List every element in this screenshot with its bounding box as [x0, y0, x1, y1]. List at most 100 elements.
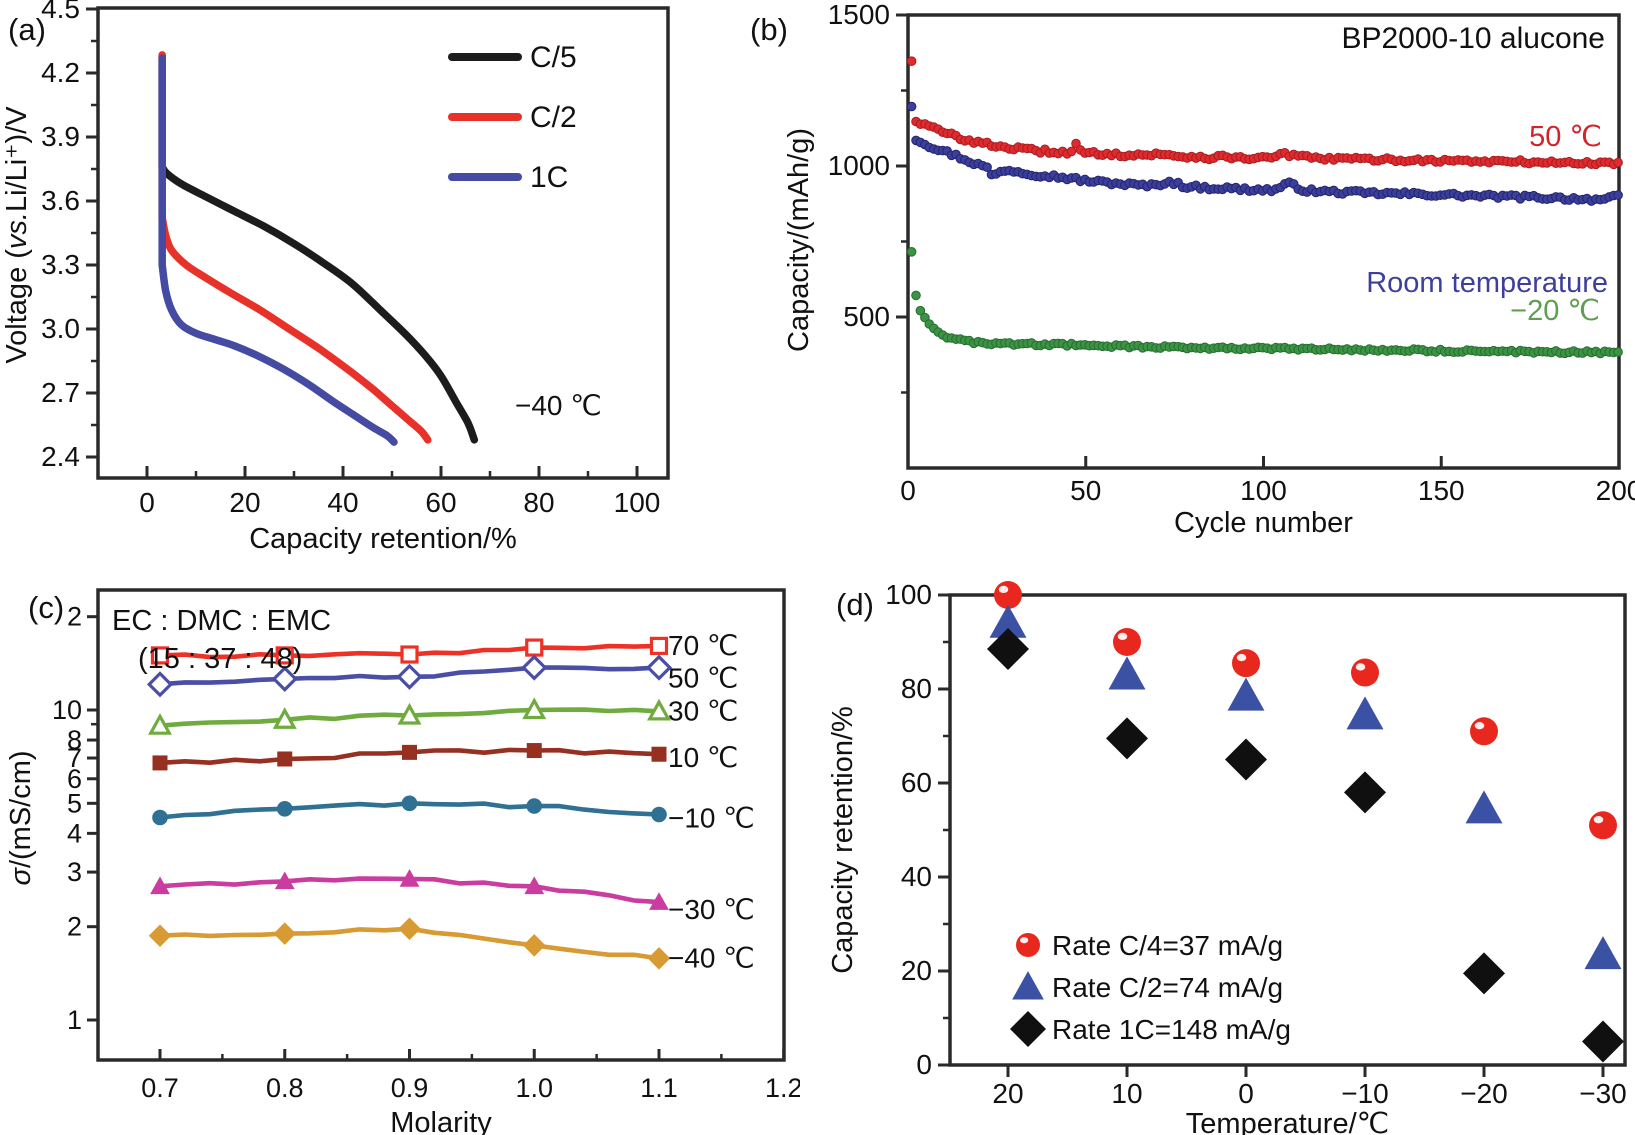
y-tick-label: 4	[67, 818, 82, 848]
x-tick-label: 100	[1240, 475, 1287, 506]
x-tick-label: 100	[614, 487, 661, 518]
x-tick-label: 0	[1238, 1078, 1254, 1109]
x-tick-label: 1.2	[765, 1073, 800, 1103]
series-curve-1C	[158, 54, 398, 446]
y-tick-label: 3.3	[41, 249, 80, 280]
x-tick-label: 50	[1070, 475, 1101, 506]
series-line-3	[152, 743, 667, 771]
axes-b: 500 1000 1500 0 50 100 150 200	[828, 0, 1635, 506]
x-tick-label: 0.9	[391, 1073, 429, 1103]
series-annotation: 50 ℃	[1529, 121, 1602, 153]
y-tick-label: 5	[67, 788, 82, 818]
x-tick-label: 150	[1418, 475, 1465, 506]
y-tick-label: 2.4	[41, 441, 80, 472]
series-markers-1	[989, 604, 1622, 970]
series-line-2	[147, 697, 672, 735]
x-tick-label: 0	[139, 487, 155, 518]
y-axis-title: Capacity/(mAh/g)	[783, 128, 815, 352]
series-annotation: Room temperature	[1366, 267, 1608, 299]
x-tick-label: −10	[1341, 1078, 1389, 1109]
series-line-1	[146, 654, 673, 698]
series-markers-0	[994, 581, 1617, 840]
y-tick-label: 2	[67, 602, 82, 632]
legend-label: C/5	[530, 41, 577, 74]
legend-label: C/2	[530, 101, 577, 134]
panel-letter-c: (c)	[28, 590, 64, 625]
series-annotation: −20 ℃	[1510, 295, 1600, 327]
legend-d: Rate C/4=37 mA/g Rate C/2=74 mA/g Rate 1C=…	[1010, 930, 1291, 1047]
y-tick-label: 500	[843, 301, 890, 332]
x-tick-label: 40	[327, 487, 358, 518]
series-dots-2	[906, 247, 1623, 359]
x-axis-title: Temperature/℃	[1186, 1108, 1389, 1135]
x-axis-title: Molarity	[390, 1107, 492, 1135]
series-line-6	[148, 917, 671, 970]
y-tick-label: 3.0	[41, 313, 80, 344]
panel-b-cycling-stability-chart: 500 1000 1500 0 50 100 150 200 Cycle number Capac…	[750, 0, 1635, 539]
y-axis-title: Voltage (vs.Li/Li⁺)/V	[1, 106, 33, 364]
axes-a: 4.5 4.2 3.9 3.6 3.3 3.0 2.7 2.4 0 20 40 60 80 100	[41, 0, 660, 518]
legend-label: Rate 1C=148 mA/g	[1052, 1014, 1291, 1045]
y-tick-label: 4.5	[41, 0, 80, 24]
series-label: −30 ℃	[668, 894, 755, 925]
y-tick-label: 1500	[828, 0, 890, 30]
legend-label: Rate C/4=37 mA/g	[1052, 930, 1283, 961]
y-tick-label: 80	[901, 673, 932, 704]
y-tick-label: 6	[67, 764, 82, 794]
x-tick-label: 10	[1111, 1078, 1142, 1109]
panel-b-title: BP2000-10 alucone	[1341, 22, 1605, 55]
x-tick-label: 1.1	[640, 1073, 678, 1103]
series-label: 10 ℃	[668, 742, 738, 773]
series-line-0	[150, 636, 669, 665]
y-axis-title: σ/(mS/cm)	[5, 750, 37, 885]
x-tick-label: 0	[900, 475, 916, 506]
y-tick-label: 8	[67, 725, 82, 755]
x-tick-label: 20	[992, 1078, 1023, 1109]
x-axis-title: Cycle number	[1174, 507, 1353, 539]
series-curve-C-5	[158, 52, 479, 444]
y-axis-title: Capacity retention/%	[827, 706, 859, 974]
series-label: 70 ℃	[668, 630, 738, 661]
series-markers-2	[987, 628, 1624, 1063]
plot-border	[906, 13, 1621, 470]
series-label: −40 ℃	[668, 942, 755, 973]
y-tick-label: 2	[67, 912, 82, 942]
x-tick-label: −20	[1460, 1078, 1508, 1109]
y-tick-label: 7	[67, 743, 82, 773]
panel-letter-a: (a)	[8, 12, 46, 47]
x-tick-label: −30	[1579, 1078, 1627, 1109]
y-tick-label: 10	[52, 695, 82, 725]
y-tick-label: 20	[901, 955, 932, 986]
legend-label: 1C	[530, 161, 568, 194]
panel-letter-b: (b)	[750, 12, 788, 47]
plot-border	[96, 588, 786, 1062]
y-tick-label: 100	[885, 579, 932, 610]
series-dots-1	[906, 56, 1623, 170]
series-label: 50 ℃	[668, 663, 738, 694]
y-tick-label: 3.6	[41, 185, 80, 216]
y-tick-label: 3	[67, 857, 82, 887]
x-axis-title: Capacity retention/%	[249, 523, 517, 555]
electrolyte-note-line2: (15 : 37 : 48)	[138, 643, 302, 675]
legend-a: C/5 C/2 1C	[448, 41, 577, 194]
y-tick-label: 1000	[828, 150, 890, 181]
y-tick-label: 40	[901, 861, 932, 892]
panel-a-discharge-curves-chart: 4.5 4.2 3.9 3.6 3.3 3.0 2.7 2.4 0 20 40 60 80 100 Capa…	[1, 0, 670, 555]
series-label: 30 ℃	[668, 695, 738, 726]
panel-letter-d: (d)	[836, 587, 874, 622]
x-tick-label: 0.8	[266, 1073, 304, 1103]
legend-label: Rate C/2=74 mA/g	[1052, 972, 1283, 1003]
y-tick-label: 4.2	[41, 57, 80, 88]
x-tick-label: 0.7	[141, 1073, 179, 1103]
series-line-4	[152, 795, 667, 826]
x-tick-label: 20	[229, 487, 260, 518]
x-tick-label: 1.0	[515, 1073, 553, 1103]
x-tick-label: 200	[1596, 475, 1635, 506]
y-tick-label: 3.9	[41, 121, 80, 152]
y-tick-label: 1	[67, 1005, 82, 1035]
plot-border	[96, 6, 670, 480]
y-tick-label: 0	[916, 1049, 932, 1080]
